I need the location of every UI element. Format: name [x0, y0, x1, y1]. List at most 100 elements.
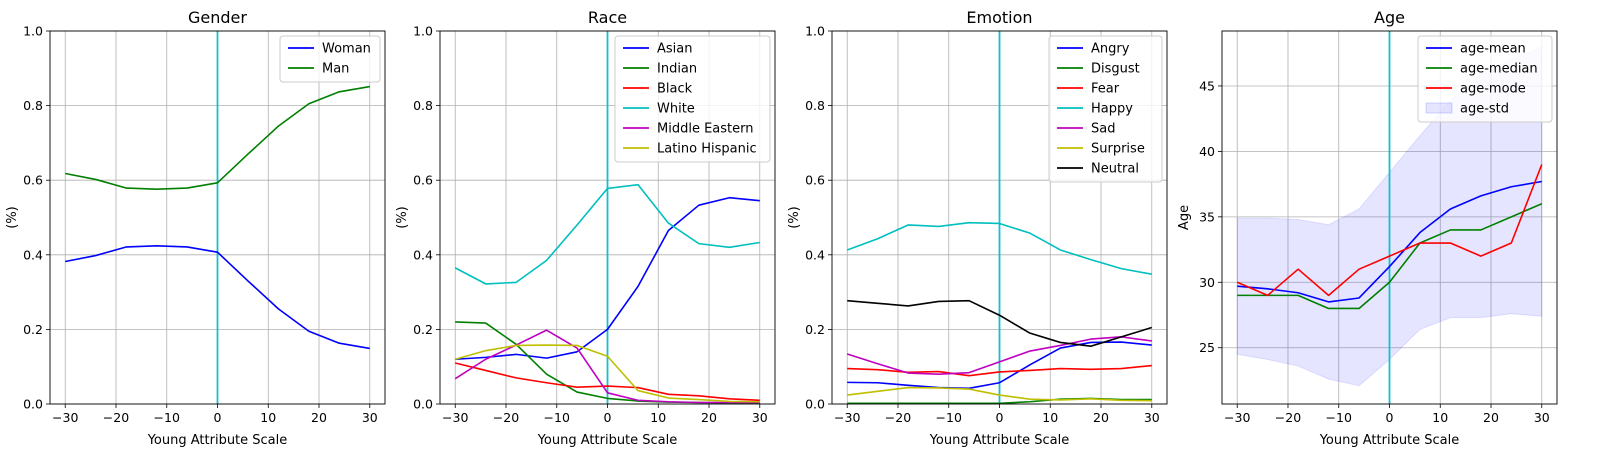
chart-race: −30 −20 −10 0 10 20 30 0.0 0.2 0.4 0.6 0.8 1.0 Race Yo… [395, 8, 776, 448]
x-tick-label: 20 [311, 410, 327, 425]
legend-label: Sad [1091, 122, 1115, 137]
legend-item-man: Man [288, 62, 349, 77]
chart-gender: −30 −20 −10 0 10 20 30 0.0 0.2 0.4 0.6 0.8 1.0 Gender… [5, 8, 386, 448]
y-tick-label: 0.4 [805, 247, 825, 262]
chart-age: −30 −20 −10 0 10 20 30 25 30 35 40 45 Age Young Attri… [1177, 8, 1558, 448]
x-tick-label: 10 [260, 410, 276, 425]
y-tick-label: 0.8 [413, 98, 433, 113]
legend-item-age-mean: age-mean [1426, 42, 1526, 57]
legend-label: Indian [657, 62, 697, 77]
x-tick-label: 0 [1386, 410, 1394, 425]
series-line-black [455, 362, 760, 402]
legend-label: age-median [1460, 62, 1538, 77]
y-tick-label: 1.0 [805, 24, 825, 39]
legend-item-disgust: Disgust [1057, 62, 1140, 77]
legend-label: Asian [657, 42, 692, 57]
legend-item-age-mode: age-mode [1426, 82, 1526, 97]
legend-item-woman: Woman [288, 42, 371, 57]
x-tick-label: 20 [701, 410, 717, 425]
y-tick-label: 0.0 [413, 397, 433, 412]
legend: Angry Disgust Fear Happy Sad Surprise Neutral [1048, 35, 1163, 183]
y-axis-label: (%) [5, 206, 20, 229]
y-tick-label: 0.6 [413, 173, 433, 188]
legend-item-middle-eastern: Middle Eastern [623, 122, 753, 137]
x-tick-label: −10 [544, 410, 570, 425]
x-tick-label: −20 [1275, 410, 1301, 425]
x-tick-label: −10 [1326, 410, 1352, 425]
legend-label: Middle Eastern [657, 122, 753, 137]
series-line-sad [846, 336, 1152, 375]
x-tick-label: −30 [52, 410, 78, 425]
legend-label: age-mean [1460, 42, 1526, 57]
x-axis-label: Young Attribute Scale [1319, 433, 1460, 448]
x-axis-label: Young Attribute Scale [147, 433, 288, 448]
y-tick-label: 0.0 [805, 397, 825, 412]
legend-item-indian: Indian [623, 62, 697, 77]
x-tick-label: 30 [752, 410, 768, 425]
y-tick-label: 1.0 [413, 24, 433, 39]
y-tick-label: 40 [1199, 144, 1215, 159]
x-tick-label: −30 [442, 410, 468, 425]
x-tick-label: 10 [1432, 410, 1448, 425]
legend: age-mean age-median age-mode age-std [1417, 35, 1553, 123]
x-tick-label: 0 [214, 410, 222, 425]
series-line-age-mean [1237, 180, 1542, 303]
y-tick-label: 0.6 [805, 173, 825, 188]
legend-label: age-mode [1460, 82, 1526, 97]
series-line-middle-eastern [454, 329, 760, 404]
x-tick-label: 10 [1042, 410, 1058, 425]
legend-label: Disgust [1091, 62, 1140, 77]
series-line-man [65, 85, 370, 190]
legend-item-age-median: age-median [1426, 62, 1538, 77]
legend-box [1048, 35, 1163, 183]
x-tick-label: −20 [103, 410, 129, 425]
x-tick-label: −10 [154, 410, 180, 425]
legend-item-surprise: Surprise [1057, 142, 1145, 157]
y-tick-label: 0.2 [805, 322, 825, 337]
legend-label: Fear [1091, 82, 1120, 97]
x-tick-label: −10 [936, 410, 962, 425]
x-tick-label: 0 [996, 410, 1004, 425]
series-line-surprise [847, 386, 1152, 402]
x-axis-label: Young Attribute Scale [537, 433, 678, 448]
legend-item-fear: Fear [1057, 82, 1120, 97]
legend-label: Neutral [1091, 162, 1139, 177]
y-tick-label: 0.4 [23, 247, 43, 262]
legend-item-sad: Sad [1057, 122, 1115, 137]
x-axis-label: Young Attribute Scale [929, 433, 1070, 448]
legend-label: Man [322, 62, 349, 77]
legend-box [614, 35, 771, 163]
y-tick-label: 0.2 [413, 322, 433, 337]
y-tick-label: 30 [1199, 275, 1215, 290]
legend-item-white: White [623, 102, 695, 117]
x-tick-label: −20 [493, 410, 519, 425]
y-axis-label: (%) [395, 206, 410, 229]
y-tick-label: 25 [1199, 340, 1215, 355]
series-line-happy [846, 221, 1152, 275]
legend-item-asian: Asian [623, 42, 692, 57]
legend-item-happy: Happy [1057, 102, 1133, 117]
y-tick-label: 0.6 [23, 173, 43, 188]
x-tick-label: −30 [834, 410, 860, 425]
legend-swatch [1425, 102, 1453, 114]
legend-label: Latino Hispanic [657, 142, 757, 157]
plot-area [454, 31, 760, 404]
y-tick-label: 1.0 [23, 24, 43, 39]
x-tick-label: 20 [1483, 410, 1499, 425]
y-tick-label: 0.0 [23, 397, 43, 412]
legend-item-black: Black [623, 82, 693, 97]
x-tick-label: 30 [1534, 410, 1550, 425]
x-tick-label: −20 [885, 410, 911, 425]
plot-area [65, 31, 370, 404]
legend-label: Angry [1091, 42, 1130, 57]
y-tick-label: 45 [1199, 78, 1215, 93]
y-tick-label: 0.8 [805, 98, 825, 113]
x-tick-label: 30 [362, 410, 378, 425]
legend-item-neutral: Neutral [1057, 162, 1139, 177]
legend: Asian Indian Black White Middle Eastern Latin… [614, 35, 771, 163]
series-line-latino-hispanic [455, 344, 760, 403]
chart-emotion: −30 −20 −10 0 10 20 30 0.0 0.2 0.4 0.6 0.8 1.0 Emotio… [787, 8, 1168, 448]
x-tick-label: −30 [1224, 410, 1250, 425]
series-line-neutral [847, 299, 1153, 347]
